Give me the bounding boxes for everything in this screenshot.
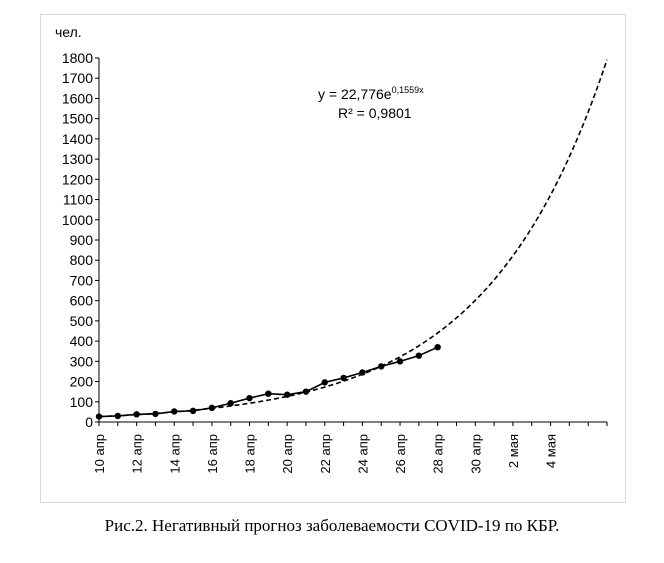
data-point [114, 412, 122, 420]
forecast-chart: чел. 0 100 200 300 400 500 600 700 800 900 1000 110… [55, 24, 608, 474]
data-point [133, 411, 140, 418]
trend-equation: y = 22,776e0,1559x [318, 85, 424, 102]
data-point [340, 374, 347, 382]
x-tick-labels: 10 апр 12 апр 14 апр 16 апр 18 апр 20 апр 22 а… [92, 434, 559, 474]
data-point [415, 352, 423, 359]
chart-frame: чел. 0 100 200 300 400 500 600 700 800 900 1000 110… [40, 14, 626, 503]
y-tick-label: 200 [70, 374, 94, 390]
data-point [283, 391, 291, 398]
y-tick-label: 800 [70, 252, 94, 268]
y-tick-label: 900 [70, 232, 94, 248]
axes [95, 57, 608, 426]
trend-equation-exponent: 0,1559x [392, 85, 425, 95]
x-tick-label: 18 апр [243, 434, 258, 474]
data-point [321, 379, 328, 386]
x-tick-label: 30 апр [468, 434, 483, 474]
y-tick-label: 600 [70, 293, 94, 309]
data-point [302, 388, 310, 395]
y-tick-label: 1800 [62, 50, 93, 66]
data-point [152, 410, 159, 418]
y-tick-label: 1200 [62, 171, 93, 187]
y-tick-label: 1400 [62, 131, 93, 147]
x-tick-label: 28 апр [431, 434, 446, 474]
data-point [434, 343, 441, 351]
y-tick-label: 400 [70, 333, 94, 349]
series-group [95, 59, 608, 420]
data-point [208, 404, 216, 412]
y-tick-label: 1300 [62, 151, 93, 167]
x-tick-label: 24 апр [355, 434, 370, 474]
y-tick-label: 700 [70, 272, 94, 288]
y-tick-label: 1100 [63, 192, 93, 208]
y-tick-label: 1500 [62, 111, 93, 127]
x-tick-label: 2 мая [506, 434, 521, 468]
x-tick-label: 4 мая [544, 434, 559, 468]
data-point [359, 369, 366, 376]
y-tick-label: 1700 [62, 70, 93, 86]
data-point [396, 358, 404, 365]
y-tick-label: 0 [85, 414, 93, 430]
figure-caption: Рис.2. Негативный прогноз заболеваемости… [104, 516, 560, 535]
data-point [171, 408, 178, 415]
x-tick-label: 26 апр [393, 434, 408, 474]
x-tick-label: 12 апр [130, 434, 145, 474]
y-tick-labels: 0 100 200 300 400 500 600 700 800 900 1000 1100 1200… [62, 50, 93, 430]
data-point [227, 399, 234, 407]
y-tick-label: 300 [70, 353, 94, 369]
y-tick-label: 100 [70, 394, 94, 410]
series-line [98, 346, 438, 418]
data-point [95, 413, 103, 420]
x-tick-label: 10 апр [92, 434, 107, 474]
data-point [189, 407, 197, 415]
r-squared-label: R² = 0,9801 [338, 105, 412, 121]
y-tick-label: 500 [70, 313, 94, 329]
x-tick-label: 14 апр [167, 434, 182, 474]
data-point [265, 390, 272, 397]
data-point [246, 394, 253, 402]
y-tick-label: 1000 [62, 212, 93, 228]
trend-equation-base: y = 22,776e [318, 86, 392, 102]
x-tick-label: 16 апр [205, 434, 220, 474]
x-tick-label: 20 апр [280, 434, 295, 474]
y-tick-label: 1600 [62, 90, 93, 106]
y-axis-label: чел. [55, 24, 82, 40]
data-point [378, 363, 385, 370]
x-tick-label: 22 апр [318, 434, 333, 474]
